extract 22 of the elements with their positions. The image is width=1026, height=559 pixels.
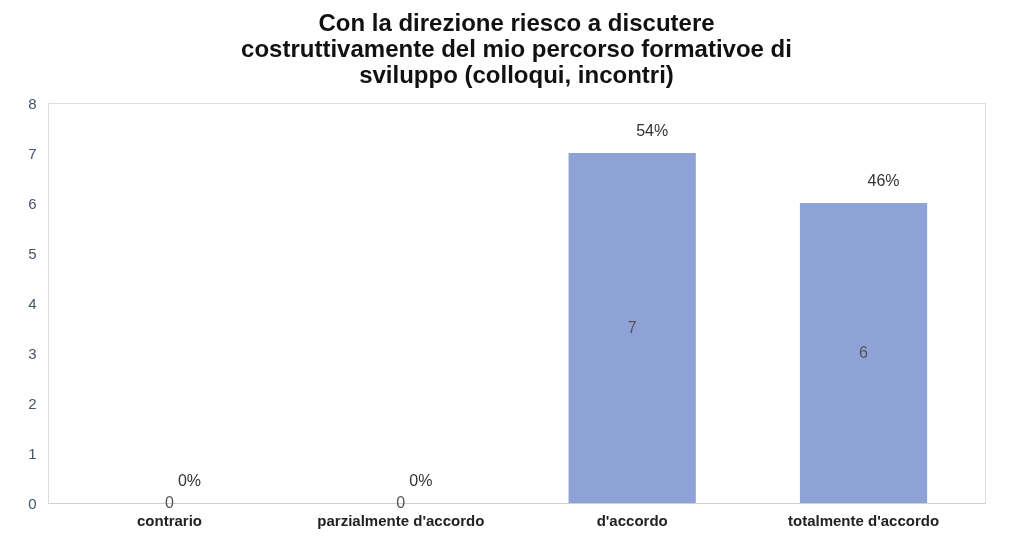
x-tick-label: parzialmente d'accordo	[317, 511, 485, 529]
annotation: 54%	[636, 122, 669, 139]
annotation: 0%	[409, 472, 433, 489]
x-tick-label: totalmente d'accordo	[787, 511, 940, 529]
annotation: 46%	[867, 172, 900, 189]
y-tick-label: 4	[28, 294, 37, 312]
y-tick-label: 7	[28, 144, 37, 162]
y-tick-label: 6	[28, 194, 37, 212]
data-label: 6	[859, 344, 869, 361]
y-tick-label: 3	[28, 344, 37, 362]
annotation: 0%	[177, 472, 202, 489]
data-label: 7	[627, 319, 637, 336]
x-tick-label: contrario	[136, 511, 202, 529]
chart-title: Con la direzione riesco a discutere costruttivamente del mio percorso formativoe di sviluppo (colloqui, incontri)	[241, 9, 792, 88]
data-label: 0	[396, 494, 406, 511]
x-tick-label: d'accordo	[596, 511, 668, 529]
y-tick-label: 1	[28, 444, 37, 462]
y-tick-label: 2	[28, 394, 37, 412]
y-tick-label: 8	[28, 94, 37, 112]
data-label: 0	[165, 494, 175, 511]
y-tick-label: 5	[28, 244, 37, 262]
y-tick-label: 0	[28, 494, 37, 512]
